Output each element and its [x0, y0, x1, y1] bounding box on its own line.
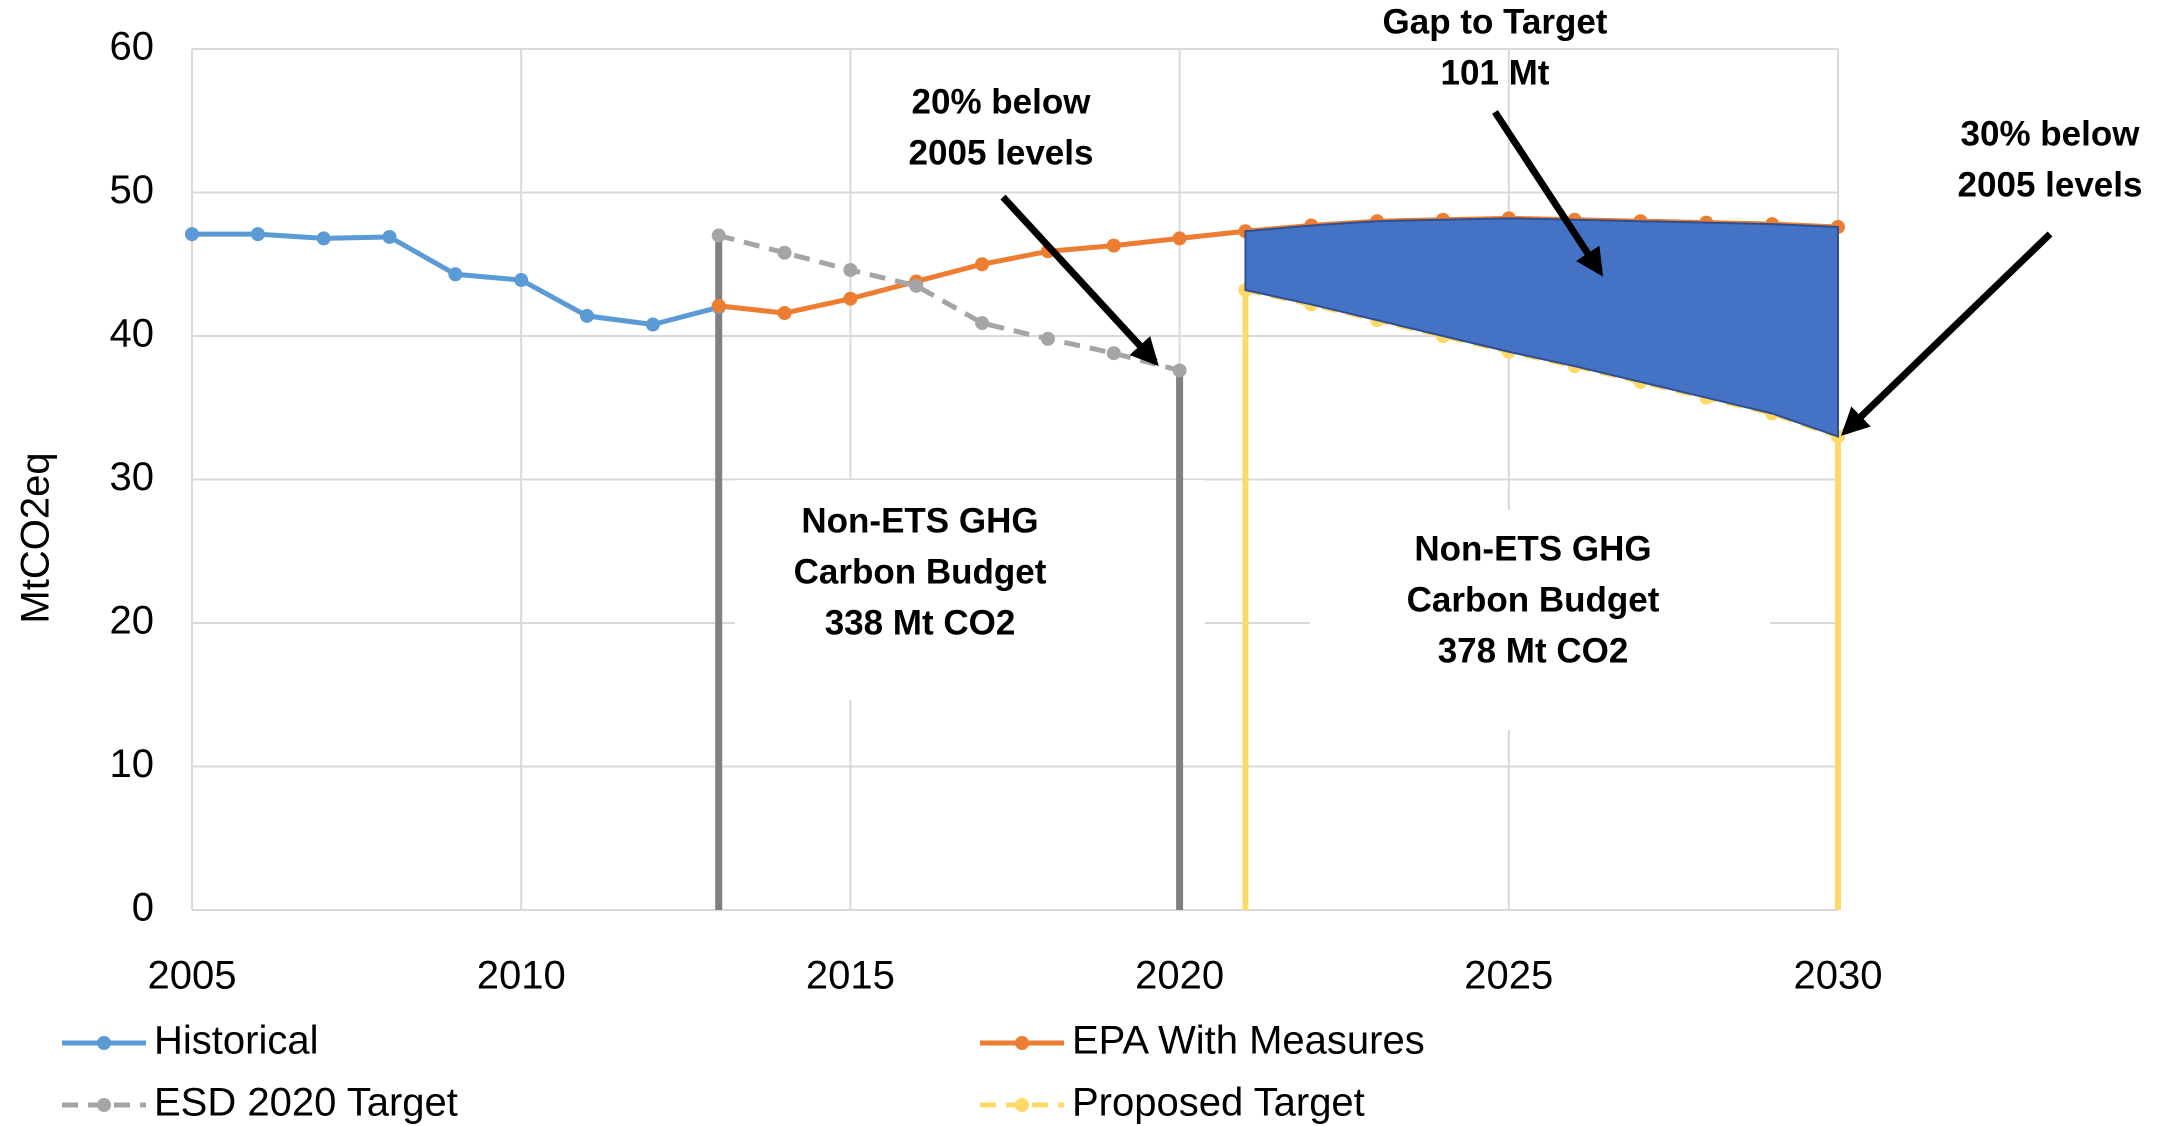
point	[909, 278, 924, 293]
point	[1172, 363, 1187, 378]
annotation: 30% below	[1961, 114, 2141, 153]
point	[711, 228, 726, 243]
annotation: Carbon Budget	[1407, 580, 1660, 619]
x-tick-label: 2030	[1794, 954, 1883, 998]
legend-marker	[1015, 1036, 1029, 1050]
y-tick-label: 60	[110, 25, 155, 69]
x-tick-label: 2020	[1135, 954, 1224, 998]
point	[1172, 231, 1187, 246]
point	[382, 229, 397, 244]
annotation: 2005 levels	[1958, 165, 2143, 204]
y-tick-label: 20	[110, 599, 155, 643]
point	[975, 316, 990, 331]
annotation: Gap to Target	[1383, 2, 1608, 41]
legend-marker	[97, 1036, 111, 1050]
x-tick-label: 2005	[148, 954, 237, 998]
annotation: 338 Mt CO2	[825, 603, 1016, 642]
point	[711, 298, 726, 313]
y-tick-label: 40	[110, 312, 155, 356]
point	[250, 227, 265, 242]
point	[514, 273, 529, 288]
point	[448, 267, 463, 282]
legend-label: EPA With Measures	[1072, 1019, 1425, 1063]
point	[1106, 346, 1121, 361]
point	[975, 257, 990, 272]
point	[777, 306, 792, 321]
point	[185, 227, 199, 242]
annotation: 20% below	[912, 82, 1092, 121]
y-tick-label: 30	[110, 455, 155, 499]
y-tick-label: 0	[132, 886, 154, 930]
y-axis-label: MtCO2eq	[14, 452, 58, 623]
x-tick-label: 2015	[806, 954, 895, 998]
point	[843, 291, 858, 306]
label-background	[735, 480, 1205, 700]
annotation: 2005 levels	[909, 133, 1094, 172]
legend-label: Historical	[154, 1019, 318, 1063]
point	[645, 317, 660, 332]
arrow	[1000, 194, 1159, 367]
point	[580, 308, 595, 323]
point	[843, 262, 858, 277]
annotation: Non-ETS GHG	[1414, 529, 1651, 568]
point	[1040, 331, 1055, 346]
annotation: Non-ETS GHG	[801, 501, 1038, 540]
annotation: 378 Mt CO2	[1438, 631, 1629, 670]
point	[777, 245, 792, 260]
x-tick-label: 2010	[477, 954, 566, 998]
point	[1106, 238, 1121, 253]
legend-label: Proposed Target	[1072, 1081, 1365, 1125]
arrow	[1492, 110, 1604, 277]
point	[316, 231, 331, 246]
legend-marker	[1015, 1098, 1029, 1112]
label-background	[1310, 510, 1770, 730]
x-tick-label: 2025	[1464, 954, 1553, 998]
arrow	[1840, 231, 2053, 436]
series-line	[718, 233, 1181, 373]
annotation: 101 Mt	[1441, 53, 1550, 92]
annotation: Carbon Budget	[794, 552, 1047, 591]
y-tick-label: 50	[110, 168, 155, 212]
legend-marker	[97, 1098, 111, 1112]
y-tick-label: 10	[110, 742, 155, 786]
legend-label: ESD 2020 Target	[154, 1081, 458, 1125]
gap-area	[1244, 217, 1839, 438]
